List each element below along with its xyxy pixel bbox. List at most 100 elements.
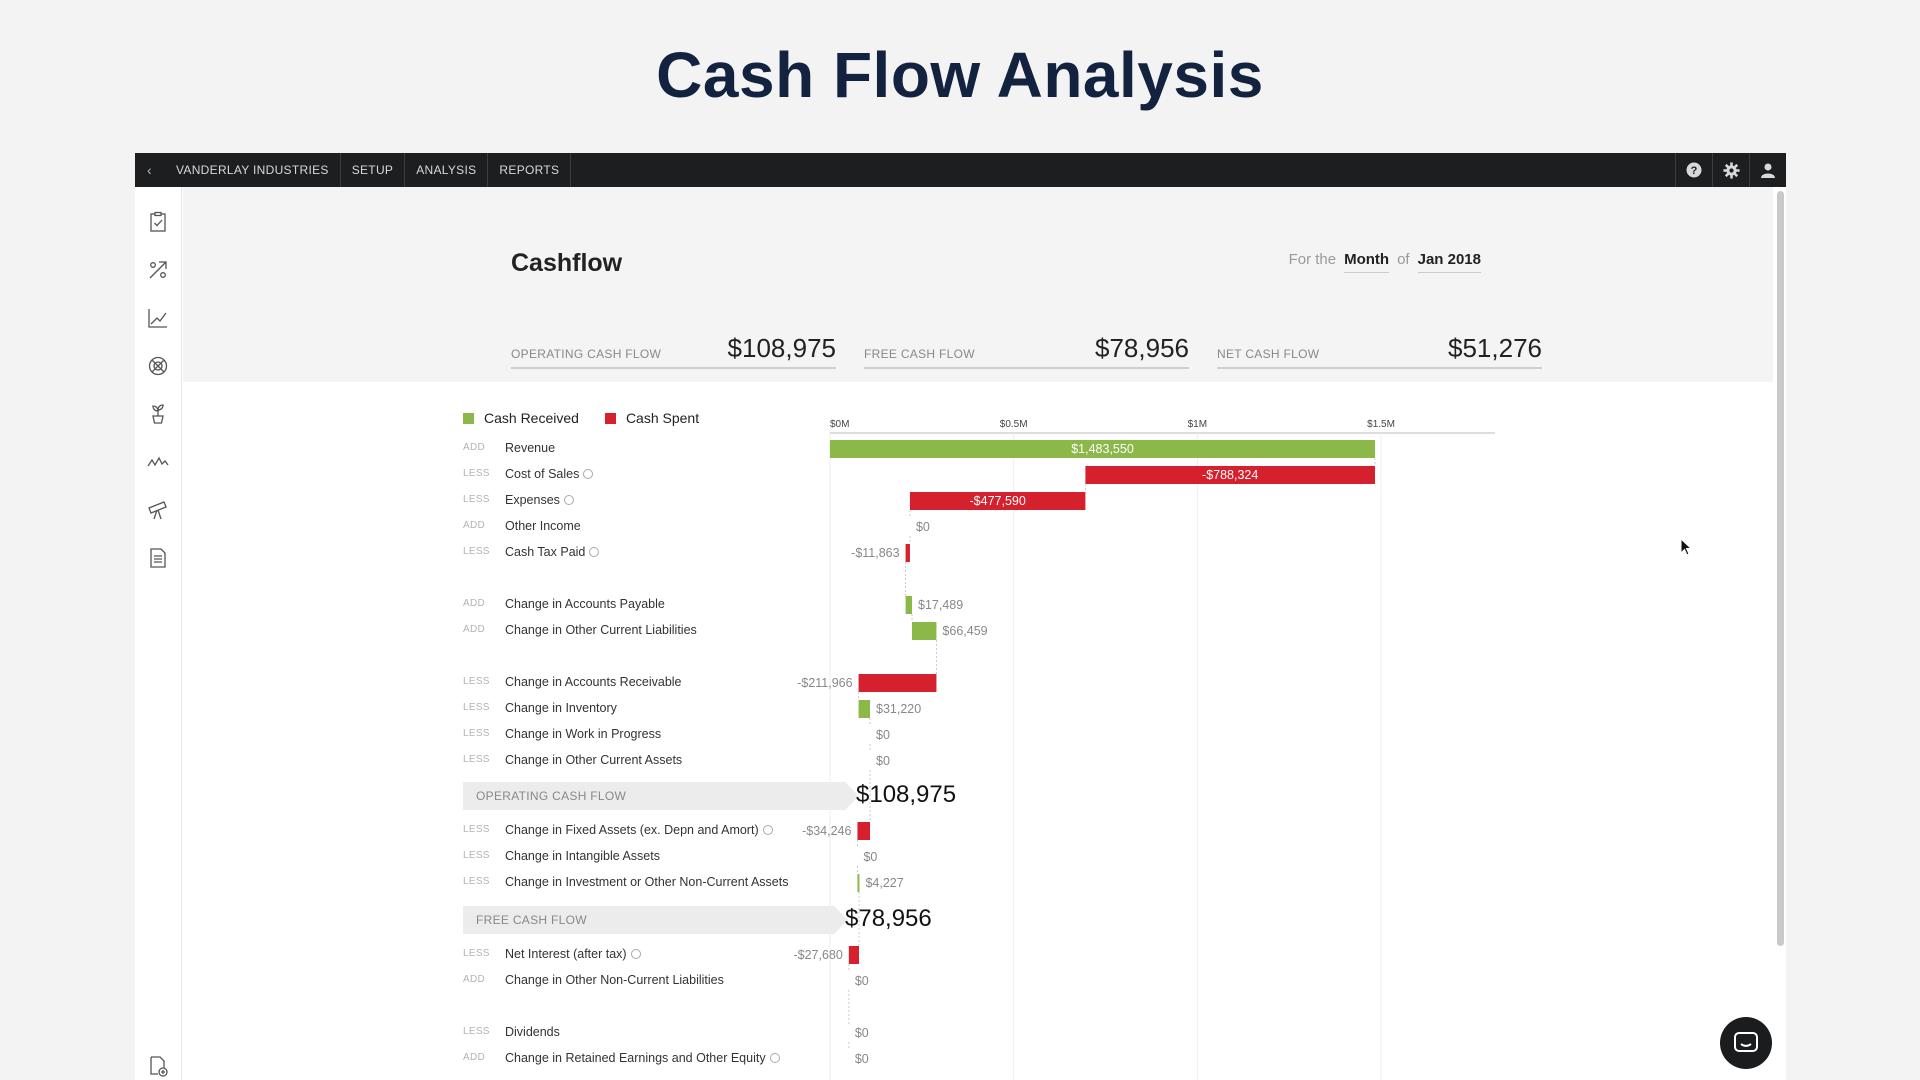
chat-launcher-button[interactable] <box>1720 1017 1772 1069</box>
info-icon[interactable] <box>769 1053 780 1063</box>
bar-value-label: $1,483,550 <box>1071 442 1134 456</box>
subtotal-value: $108,975 <box>856 781 957 808</box>
bar-value-label: -$211,966 <box>797 676 852 690</box>
x-tick-label: $1M <box>1188 419 1207 430</box>
app-window: ‹ VANDERLAY INDUSTRIES SETUP ANALYSIS RE… <box>135 153 1786 1080</box>
vertical-scrollbar[interactable] <box>1777 191 1784 946</box>
kpi-value: $51,276 <box>1448 333 1542 363</box>
x-tick-label: $0.5M <box>1000 419 1028 430</box>
row-label: Change in Other Current Assets <box>505 753 682 767</box>
row-label-text: Other Income <box>505 519 581 533</box>
row-label: Change in Accounts Receivable <box>505 675 682 689</box>
nav-analysis[interactable]: ANALYSIS <box>405 153 489 187</box>
row-label: Change in Intangible Assets <box>505 849 660 863</box>
bar-cash-received <box>905 596 913 614</box>
row-label-text: Change in Inventory <box>505 701 617 715</box>
row-op-label: ADD <box>463 442 486 453</box>
row-op-label: ADD <box>463 1052 486 1063</box>
row-label: Change in Other Non-Current Liabilities <box>505 973 724 987</box>
row-label-text: Revenue <box>505 441 556 455</box>
help-icon[interactable]: ? <box>1675 153 1712 187</box>
document-icon[interactable] <box>147 547 171 571</box>
bar-value-label: -$27,680 <box>793 948 842 962</box>
row-label-text: Dividends <box>505 1025 560 1039</box>
info-icon[interactable] <box>762 825 773 835</box>
info-icon[interactable] <box>630 949 641 959</box>
row-op-label: LESS <box>463 728 490 739</box>
row-label-text: Change in Other Current Liabilities <box>505 623 697 637</box>
back-chevron-icon[interactable]: ‹ <box>147 162 152 178</box>
wave-icon[interactable] <box>147 451 171 475</box>
period-unit-select[interactable]: Month <box>1344 251 1390 273</box>
summary-header: Cashflow For the Month of Jan 2018 OPERA… <box>183 187 1773 382</box>
row-op-label: ADD <box>463 974 486 985</box>
x-tick-label: $0M <box>830 419 849 430</box>
row-op-label: ADD <box>463 598 486 609</box>
bar-cash-received <box>830 440 1375 458</box>
legend-label: Cash Received <box>484 410 579 426</box>
user-icon[interactable] <box>1749 153 1786 187</box>
row-label-text: Expenses <box>505 493 560 507</box>
nav-company[interactable]: VANDERLAY INDUSTRIES <box>165 153 341 187</box>
bar-cash-received <box>912 622 937 640</box>
row-op-label: ADD <box>463 624 486 635</box>
info-icon[interactable] <box>583 469 594 479</box>
percent-tools-icon[interactable] <box>147 259 171 283</box>
row-op-label: LESS <box>463 824 490 835</box>
telescope-icon[interactable] <box>147 499 171 523</box>
bar-value-label: $31,220 <box>876 702 921 716</box>
row-label-text: Change in Work in Progress <box>505 727 662 741</box>
plant-icon[interactable] <box>147 403 171 427</box>
bar-value-label: -$11,863 <box>851 546 899 560</box>
kpi-free-cash-flow: FREE CASH FLOW $78,956 <box>864 329 1189 369</box>
kpi-net-cash-flow: NET CASH FLOW $51,276 <box>1217 329 1542 369</box>
bar-value-label: $0 <box>855 974 869 988</box>
bar-value-label: $0 <box>876 728 890 742</box>
gear-icon[interactable] <box>1712 153 1749 187</box>
add-document-icon[interactable] <box>147 1055 171 1079</box>
bar-cash-spent <box>1085 466 1375 484</box>
bar-cash-received <box>857 874 860 892</box>
legend-item-spent: Cash Spent <box>604 410 700 426</box>
row-label-text: Change in Other Non-Current Liabilities <box>505 973 724 987</box>
nav-reports[interactable]: REPORTS <box>488 153 572 187</box>
row-label-text: Cost of Sales <box>505 467 580 481</box>
row-label-text: Change in Accounts Payable <box>505 597 665 611</box>
kpi-label: NET CASH FLOW <box>1217 347 1320 361</box>
subtotal-band: FREE CASH FLOW <box>463 906 848 934</box>
bar-value-label: $0 <box>855 1026 869 1040</box>
bar-value-label: $0 <box>876 754 890 768</box>
legend-item-received: Cash Received <box>463 410 579 426</box>
row-label: Other Income <box>505 519 581 533</box>
period-prefix: For the <box>1288 251 1337 268</box>
kpi-label: OPERATING CASH FLOW <box>511 347 662 361</box>
kpi-operating-cash-flow: OPERATING CASH FLOW $108,975 <box>511 329 836 369</box>
top-nav: VANDERLAY INDUSTRIES SETUP ANALYSIS REPO… <box>165 153 572 187</box>
legend-label: Cash Spent <box>625 410 700 426</box>
waterfall-chart: $0M $0.5M $1M $1.5M $1,483,550 -$788,324 -$477… <box>793 419 1495 1080</box>
info-icon[interactable] <box>563 495 574 505</box>
row-label-text: Net Interest (after tax) <box>505 947 627 961</box>
row-op-label: LESS <box>463 948 490 959</box>
row-op-label: LESS <box>463 876 490 887</box>
bar-cash-spent <box>858 674 937 692</box>
row-op-label: LESS <box>463 546 490 557</box>
row-op-label: LESS <box>463 1026 490 1037</box>
info-icon[interactable] <box>589 547 600 557</box>
bar-value-label: $4,227 <box>865 876 903 890</box>
globe-target-icon[interactable] <box>147 355 171 379</box>
bar-cash-spent <box>848 946 860 964</box>
period-date-select[interactable]: Jan 2018 <box>1417 251 1481 273</box>
nav-setup[interactable]: SETUP <box>341 153 406 187</box>
checklist-icon[interactable] <box>147 211 171 235</box>
line-chart-icon[interactable] <box>147 307 171 331</box>
row-label-text: Change in Investment or Other Non-Curren… <box>505 875 789 889</box>
kpi-value: $78,956 <box>1095 333 1189 363</box>
sidebar <box>135 187 182 1080</box>
row-label-text: Change in Other Current Assets <box>505 753 683 767</box>
row-label: Dividends <box>505 1025 560 1039</box>
slide-title: Cash Flow Analysis <box>656 39 1264 111</box>
row-op-label: LESS <box>463 702 490 713</box>
row-label: Change in Investment or Other Non-Curren… <box>505 875 788 889</box>
row-label: Change in Fixed Assets (ex. Depn and Amo… <box>505 823 773 837</box>
